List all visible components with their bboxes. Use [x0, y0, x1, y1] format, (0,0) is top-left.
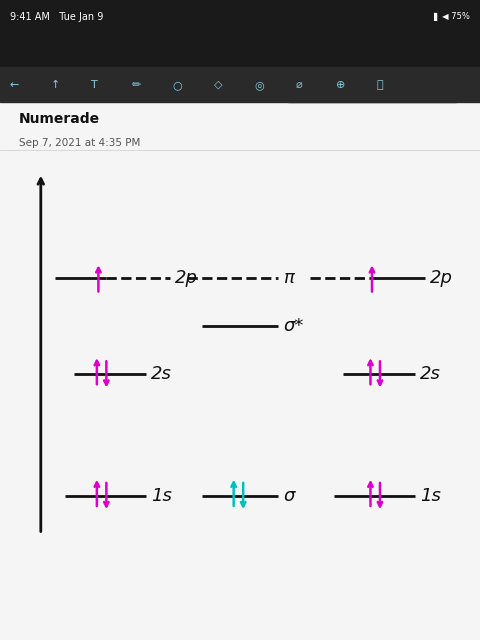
- Text: σ: σ: [283, 487, 295, 505]
- Text: 2s: 2s: [151, 365, 172, 383]
- Text: ⌀: ⌀: [295, 80, 302, 90]
- Text: 9:41 AM   Tue Jan 9: 9:41 AM Tue Jan 9: [10, 12, 103, 22]
- Text: ←: ←: [10, 80, 19, 90]
- Text: 1s: 1s: [420, 487, 441, 505]
- Text: Numerade: Numerade: [19, 112, 100, 126]
- Text: σ*: σ*: [283, 317, 303, 335]
- Text: Sep 7, 2021 at 4:35 PM: Sep 7, 2021 at 4:35 PM: [19, 138, 141, 148]
- Bar: [0, 102, 480, 640]
- Bar: [0, 0, 480, 67]
- Bar: [0, 67, 480, 102]
- Text: 🎤: 🎤: [377, 80, 384, 90]
- Text: 2p: 2p: [430, 269, 453, 287]
- Text: ◎: ◎: [254, 80, 264, 90]
- Text: 1s: 1s: [151, 487, 172, 505]
- Text: ⊕: ⊕: [336, 80, 346, 90]
- Text: ◇: ◇: [214, 80, 222, 90]
- Text: ✏: ✏: [132, 80, 142, 90]
- Text: 2s: 2s: [420, 365, 441, 383]
- Text: π: π: [283, 269, 294, 287]
- Text: T: T: [91, 80, 98, 90]
- Text: ▌ ◀ 75%: ▌ ◀ 75%: [433, 12, 470, 20]
- Text: ↑: ↑: [50, 80, 60, 90]
- Bar: [288, 0, 456, 102]
- Text: 2p: 2p: [175, 269, 198, 287]
- Text: ○: ○: [173, 80, 182, 90]
